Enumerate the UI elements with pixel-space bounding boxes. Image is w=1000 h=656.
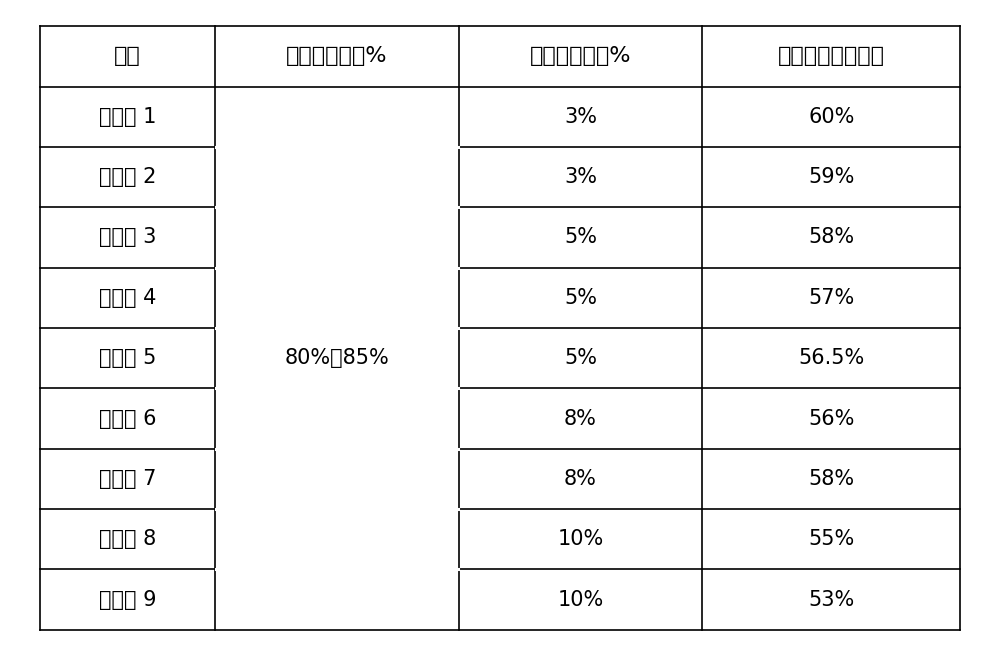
Text: 样品: 样品 xyxy=(114,47,141,66)
Text: 原泥含水率，%: 原泥含水率，% xyxy=(286,47,387,66)
Text: 实施例 4: 实施例 4 xyxy=(99,288,156,308)
Text: 实施例 1: 实施例 1 xyxy=(99,107,156,127)
Text: 58%: 58% xyxy=(808,469,854,489)
Text: 3%: 3% xyxy=(564,107,597,127)
Text: 58%: 58% xyxy=(808,228,854,247)
Text: 5%: 5% xyxy=(564,348,597,368)
Text: 5%: 5% xyxy=(564,288,597,308)
Text: 3%: 3% xyxy=(564,167,597,187)
Text: 80%～85%: 80%～85% xyxy=(284,348,389,368)
Text: 实施例 5: 实施例 5 xyxy=(99,348,156,368)
Text: 8%: 8% xyxy=(564,409,597,428)
Text: 实施例 7: 实施例 7 xyxy=(99,469,156,489)
Text: 药剂投加量，%: 药剂投加量，% xyxy=(530,47,631,66)
Text: 实施例 3: 实施例 3 xyxy=(99,228,156,247)
Text: 10%: 10% xyxy=(557,590,604,609)
Text: 实施例 2: 实施例 2 xyxy=(99,167,156,187)
Text: 53%: 53% xyxy=(808,590,854,609)
Text: 实施例 9: 实施例 9 xyxy=(99,590,156,609)
Text: 5%: 5% xyxy=(564,228,597,247)
Text: 60%: 60% xyxy=(808,107,854,127)
Text: 56.5%: 56.5% xyxy=(798,348,864,368)
Text: 10%: 10% xyxy=(557,529,604,549)
Text: 8%: 8% xyxy=(564,469,597,489)
Text: 实施例 6: 实施例 6 xyxy=(99,409,156,428)
Text: 59%: 59% xyxy=(808,167,854,187)
Text: 实施例 8: 实施例 8 xyxy=(99,529,156,549)
Text: 55%: 55% xyxy=(808,529,854,549)
Text: 57%: 57% xyxy=(808,288,854,308)
Text: 56%: 56% xyxy=(808,409,854,428)
Text: 处理后污泥含水率: 处理后污泥含水率 xyxy=(778,47,885,66)
